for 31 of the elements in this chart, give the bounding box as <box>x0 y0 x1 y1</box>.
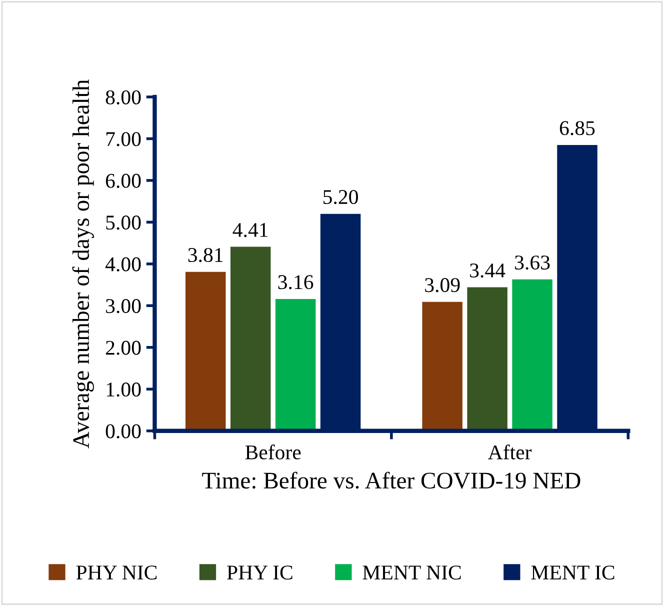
y-tick-label: 0.00 <box>106 424 141 438</box>
legend-label: MENT IC <box>531 566 614 580</box>
y-tick-label: 6.00 <box>106 174 141 188</box>
data-label: 4.41 <box>232 223 268 238</box>
data-label: 3.16 <box>278 275 314 290</box>
bar <box>185 272 226 431</box>
data-label: 5.20 <box>324 190 358 204</box>
bar <box>230 246 271 431</box>
legend-label: MENT NIC <box>362 566 461 580</box>
y-axis-title: Average number of days or poor health <box>72 80 94 448</box>
legend-label: PHY IC <box>227 566 292 580</box>
y-tick-label: 7.00 <box>106 132 141 146</box>
bar <box>422 302 462 431</box>
bar <box>512 279 552 431</box>
data-label: 3.63 <box>515 256 550 270</box>
y-tick-label: 4.00 <box>105 257 141 272</box>
y-tick-label: 8.00 <box>106 90 141 104</box>
data-label: 3.44 <box>470 264 506 278</box>
data-label: 3.81 <box>188 248 223 262</box>
legend-label: PHY NIC <box>76 566 157 580</box>
data-label: 3.09 <box>425 278 460 292</box>
x-tick-label: After <box>488 444 532 460</box>
x-axis-title: Time: Before vs. After COVID-19 NED <box>202 472 580 489</box>
x-tick-label: Before <box>245 444 301 460</box>
y-tick-label: 5.00 <box>106 216 141 230</box>
data-label: 6.85 <box>560 121 595 136</box>
y-tick-label: 3.00 <box>106 299 141 314</box>
bar <box>275 298 316 431</box>
y-tick-label: 2.00 <box>106 340 141 355</box>
y-tick-label: 1.00 <box>106 382 141 397</box>
bar <box>467 287 508 431</box>
